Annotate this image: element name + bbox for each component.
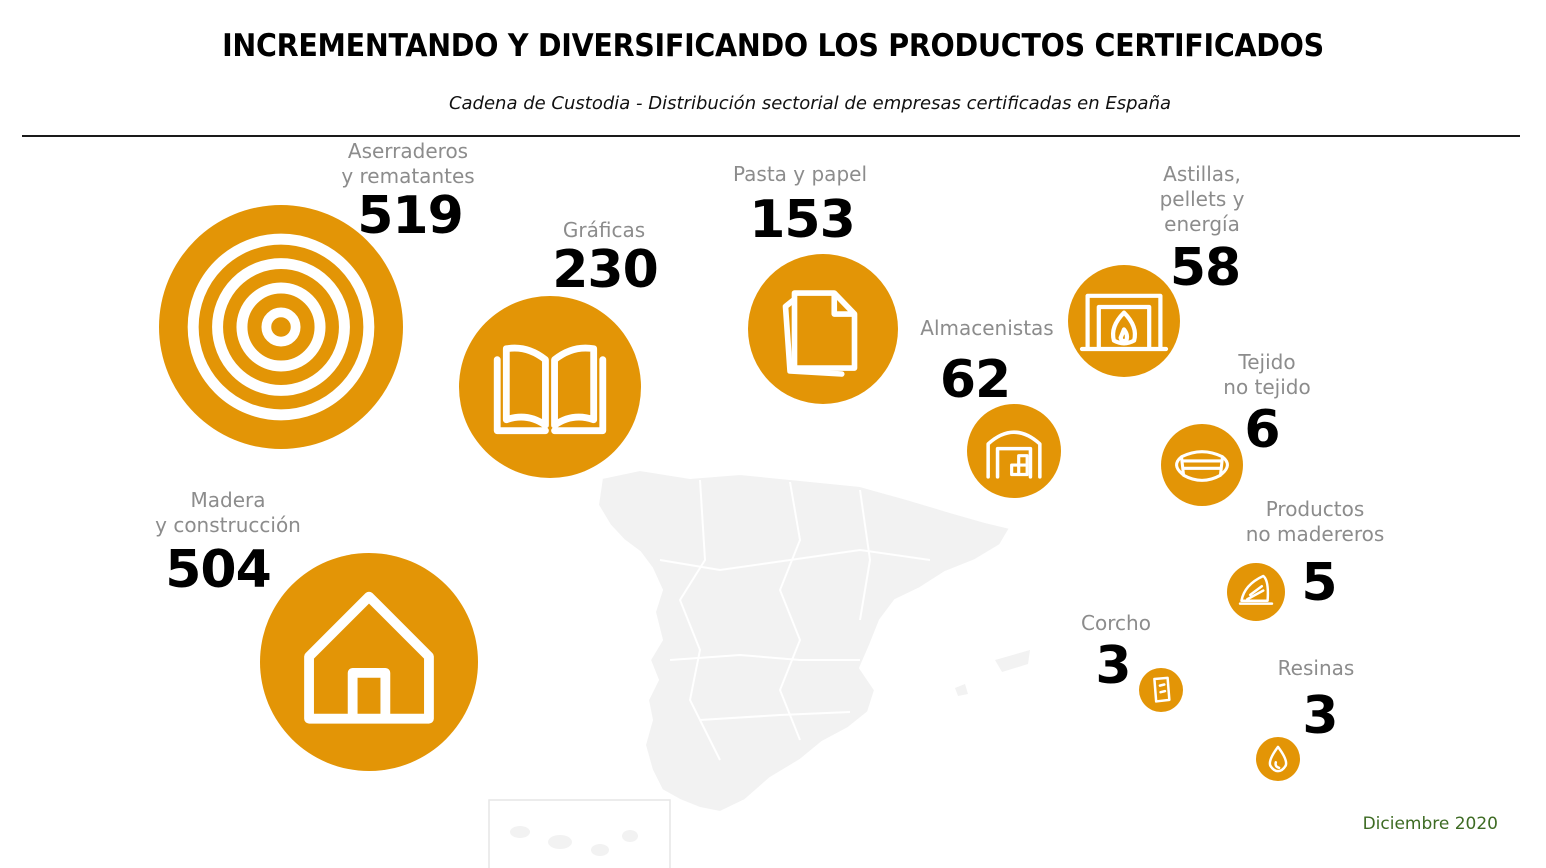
bubble-circle: [967, 404, 1061, 498]
chart-subtitle: Cadena de Custodia - Distribución sector…: [448, 93, 1172, 114]
balearic-islands: [955, 650, 1030, 696]
bubble-5: [1068, 265, 1180, 377]
bubble-circle: [1256, 737, 1300, 781]
category-label: Astillas, pellets y energía: [1159, 162, 1245, 236]
category-label: Resinas: [1277, 656, 1355, 680]
bubble-1: [159, 205, 403, 449]
category-label: Aserraderos y rematantes: [341, 139, 475, 188]
face-mask-icon: [1175, 450, 1229, 482]
value-label: 3: [1302, 686, 1338, 746]
chart-title: INCREMENTANDO Y DIVERSIFICANDO LOS PRODU…: [222, 28, 1324, 64]
category-label: Madera y construcción: [155, 488, 301, 537]
bubble-2: [459, 296, 641, 478]
category-label: Gráficas: [562, 218, 646, 242]
value-label: 230: [552, 240, 659, 300]
bubble-3: [748, 254, 898, 404]
bubble-circle: [1068, 265, 1180, 377]
bubble-circle: [1139, 668, 1183, 712]
bubble-circle: [748, 254, 898, 404]
category-label: Almacenistas: [920, 316, 1054, 340]
bubble-10: [1256, 737, 1300, 781]
bubble-4: [967, 404, 1061, 498]
bubble-circle: [459, 296, 641, 478]
value-label: 5: [1301, 553, 1337, 613]
value-label: 504: [165, 540, 272, 600]
bubble-9: [1139, 668, 1183, 712]
value-label: 153: [749, 190, 856, 250]
spain-map-mainland: [596, 468, 1012, 814]
value-label: 519: [357, 186, 464, 246]
value-label: 6: [1244, 400, 1280, 460]
resin-drop-icon: [1268, 745, 1288, 773]
category-label: Tejido no tejido: [1223, 350, 1311, 399]
mushroom-icon: [1238, 574, 1274, 605]
house-icon: [304, 591, 434, 724]
bubble-circle: [260, 553, 478, 771]
fireplace-icon: [1079, 293, 1169, 352]
canary-islands-inset: [488, 799, 671, 868]
value-label: 58: [1169, 238, 1241, 298]
bubble-8: [260, 553, 478, 771]
paper-sheets-icon: [782, 290, 858, 377]
bubble-7: [1227, 563, 1285, 621]
value-label: 3: [1095, 636, 1131, 696]
tree-rings-icon: [187, 233, 375, 421]
bubble-6: [1161, 424, 1243, 506]
header-divider: [22, 135, 1520, 137]
bubble-circle: [1161, 424, 1243, 506]
category-label: Pasta y papel: [733, 162, 867, 186]
value-label: 62: [939, 350, 1011, 410]
category-label: Corcho: [1081, 611, 1151, 635]
open-book-icon: [493, 344, 607, 435]
date-stamp: Diciembre 2020: [1362, 814, 1498, 834]
warehouse-icon: [986, 430, 1042, 479]
category-label: Productos no madereros: [1245, 497, 1385, 546]
cork-icon: [1153, 676, 1171, 703]
